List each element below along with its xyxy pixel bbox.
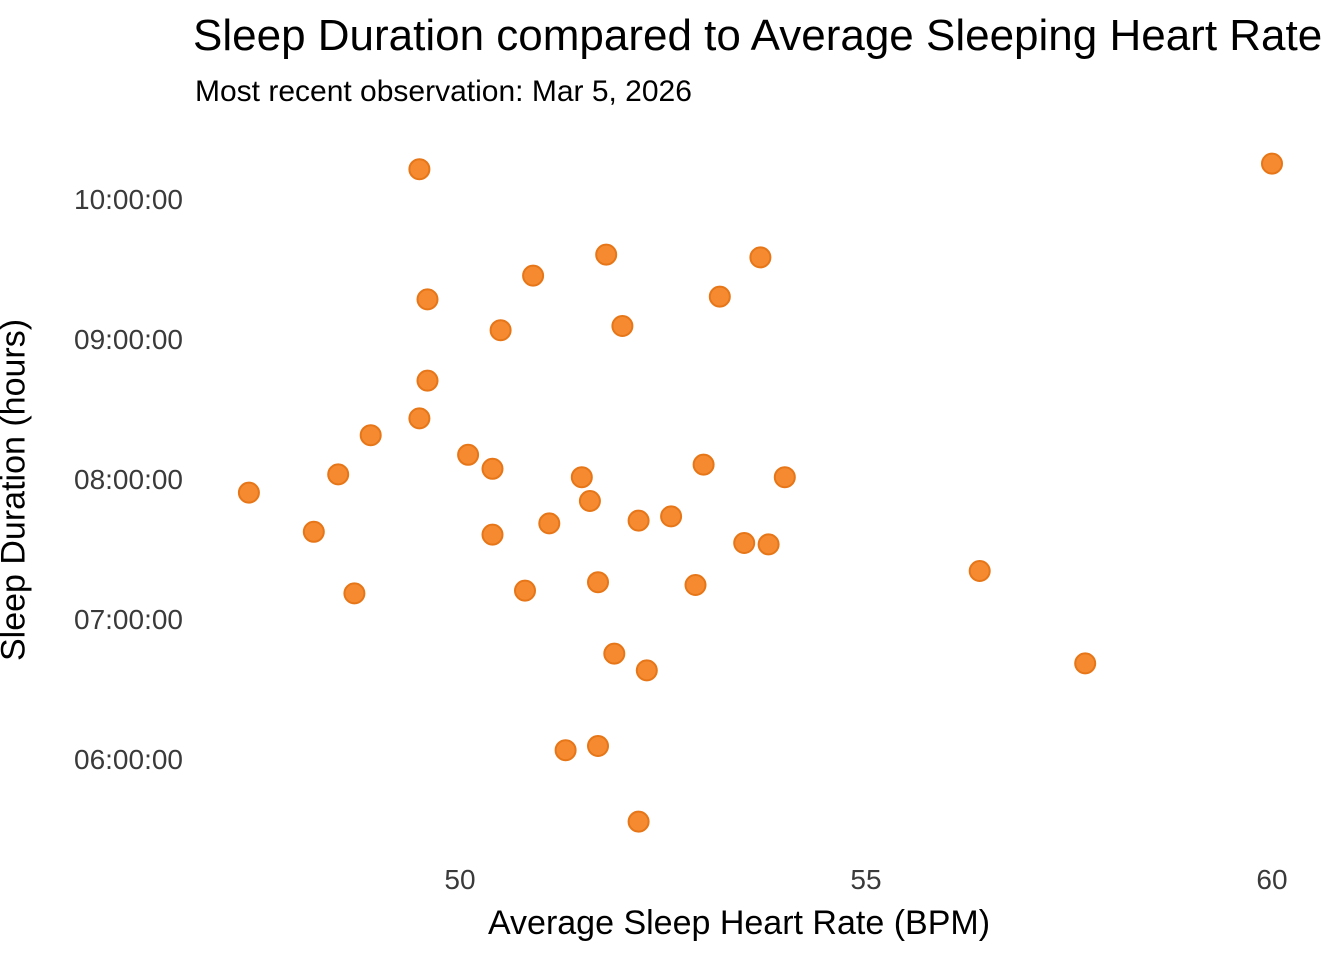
data-point xyxy=(635,659,658,682)
data-point xyxy=(611,315,634,337)
data-point xyxy=(416,288,439,311)
data-point xyxy=(489,319,512,342)
chart-subtitle: Most recent observation: Mar 5, 2026 xyxy=(195,75,692,108)
data-point xyxy=(595,243,618,266)
data-point xyxy=(708,285,731,308)
data-point xyxy=(570,466,593,489)
data-point xyxy=(603,642,626,665)
chart-title: Sleep Duration compared to Average Sleep… xyxy=(193,11,1323,60)
data-point xyxy=(408,158,431,181)
data-point xyxy=(627,509,650,532)
data-point xyxy=(757,533,780,556)
data-point xyxy=(514,579,536,602)
data-point xyxy=(684,574,707,596)
y-tick-label: 09:00:00 xyxy=(74,324,183,355)
data-point xyxy=(554,739,577,762)
data-point xyxy=(302,520,325,543)
data-point xyxy=(587,571,609,594)
y-tick-label: 10:00:00 xyxy=(74,184,183,215)
data-point xyxy=(733,532,756,554)
data-point xyxy=(749,246,772,269)
data-point xyxy=(457,443,480,466)
data-point xyxy=(1074,652,1097,675)
x-tick-label: 55 xyxy=(850,864,882,895)
data-point xyxy=(587,735,609,757)
data-point xyxy=(416,369,439,392)
data-point xyxy=(408,407,431,430)
data-point xyxy=(359,424,382,447)
data-point xyxy=(578,490,601,512)
data-point xyxy=(481,523,504,546)
data-point xyxy=(660,505,683,528)
y-tick-label: 07:00:00 xyxy=(74,604,183,635)
data-point xyxy=(627,810,650,833)
data-point xyxy=(692,453,715,476)
x-axis-title: Average Sleep Heart Rate (BPM) xyxy=(487,904,991,942)
data-point xyxy=(773,466,796,489)
y-tick-label: 06:00:00 xyxy=(74,744,183,775)
data-point xyxy=(327,463,350,486)
data-point xyxy=(237,481,260,504)
data-point xyxy=(481,457,504,480)
data-point xyxy=(1261,152,1283,175)
x-tick-label: 50 xyxy=(444,864,476,895)
data-point xyxy=(968,560,991,582)
data-point xyxy=(538,512,561,535)
x-tick-label: 60 xyxy=(1256,864,1288,895)
data-point xyxy=(522,264,545,287)
data-point xyxy=(343,582,366,605)
y-tick-label: 08:00:00 xyxy=(74,464,183,495)
